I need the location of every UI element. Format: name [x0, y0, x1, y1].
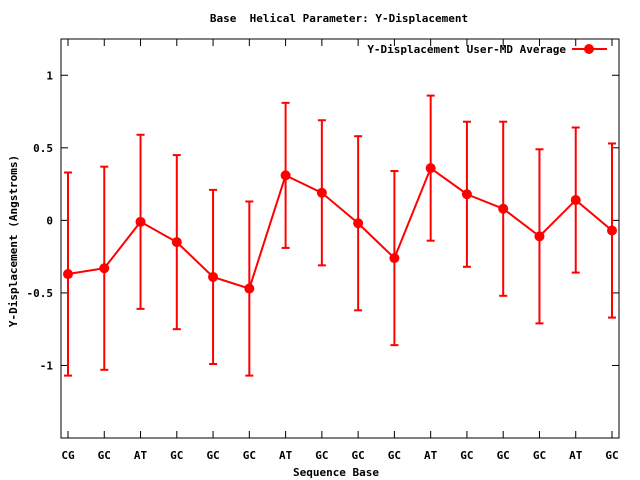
- data-point: [135, 216, 146, 227]
- x-tick-label: GC: [605, 449, 618, 462]
- legend-marker: [584, 44, 594, 54]
- x-tick-label: GC: [388, 449, 401, 462]
- y-axis: -1 -0.5 0 0.5 1: [27, 69, 619, 372]
- y-tick-label: 0.5: [33, 142, 53, 155]
- y-axis-label: Y-Displacement (Angstroms): [7, 155, 20, 327]
- data-point: [63, 269, 73, 280]
- data-point: [208, 271, 219, 282]
- plot-frame: [60, 38, 620, 439]
- series-layer: [63, 94, 617, 377]
- data-point: [425, 163, 436, 174]
- data-point: [570, 195, 581, 206]
- x-tick-label: GC: [315, 449, 328, 462]
- data-point: [498, 203, 509, 214]
- data-point: [316, 187, 327, 198]
- data-point: [244, 283, 255, 294]
- data-point: [461, 189, 472, 200]
- x-tick-label: GC: [170, 449, 183, 462]
- x-tick-label: AT: [569, 449, 583, 462]
- y-tick-label: -1: [40, 359, 54, 372]
- data-point: [99, 263, 110, 274]
- data-point: [534, 231, 545, 242]
- x-tick-label: GC: [460, 449, 473, 462]
- data-point: [353, 218, 364, 229]
- x-tick-label: GC: [206, 449, 219, 462]
- y-tick-label: -0.5: [27, 287, 54, 300]
- x-axis-label: Sequence Base: [293, 466, 379, 479]
- x-tick-label: GC: [98, 449, 111, 462]
- y-tick-label: 1: [46, 69, 53, 82]
- x-tick-label: AT: [134, 449, 148, 462]
- y-tick-label: 0: [46, 214, 53, 227]
- x-tick-label: GC: [533, 449, 546, 462]
- x-tick-label: AT: [279, 449, 293, 462]
- legend: Y-Displacement User-MD Average: [367, 43, 607, 56]
- legend-label: Y-Displacement User-MD Average: [367, 43, 566, 56]
- data-point: [607, 225, 617, 236]
- data-point: [389, 253, 400, 264]
- x-tick-label: GC: [243, 449, 256, 462]
- x-tick-label: GC: [497, 449, 510, 462]
- x-tick-label: AT: [424, 449, 438, 462]
- x-tick-label: CG: [61, 449, 75, 462]
- chart-title: Base Helical Parameter: Y-Displacement: [210, 12, 468, 25]
- data-point: [280, 170, 291, 181]
- x-axis: CG GC AT GC GC GC AT GC GC GC AT GC GC GC AT GC: [61, 39, 619, 462]
- series-line: [67, 166, 613, 290]
- x-tick-label: GC: [352, 449, 365, 462]
- data-point: [171, 237, 182, 248]
